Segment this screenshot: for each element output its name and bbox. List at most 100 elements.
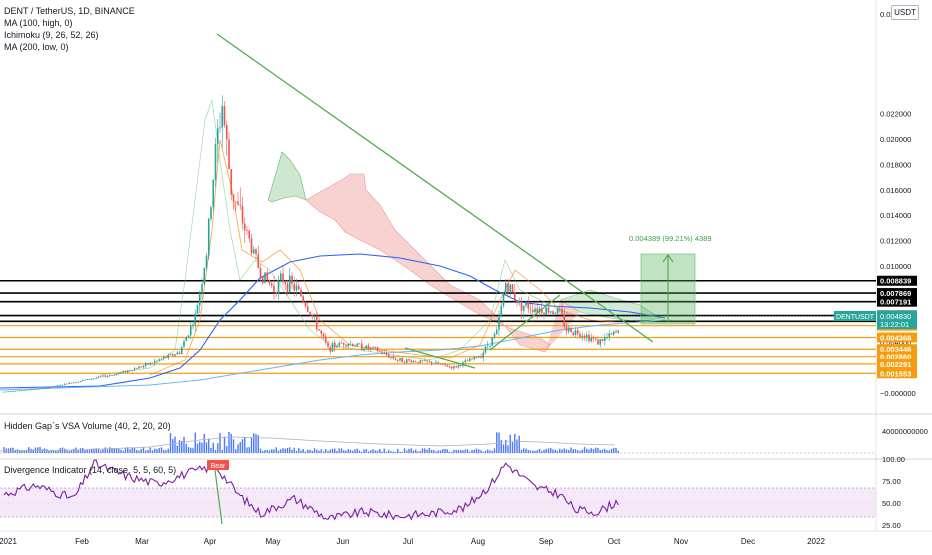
volume-bar <box>518 435 520 453</box>
volume-bar <box>66 449 68 453</box>
volume-bar <box>412 450 415 453</box>
candle-body <box>185 337 188 342</box>
volume-bar <box>181 440 183 453</box>
candle-body <box>428 361 431 363</box>
indicator-ma200[interactable]: MA (200, low, 0) <box>4 42 69 52</box>
support-trendline[interactable] <box>404 347 476 369</box>
price-tick-label: 0.016000 <box>880 186 911 195</box>
volume-bar <box>214 450 217 453</box>
indicator-ichimoku[interactable]: Ichimoku (9, 26, 52, 26) <box>4 30 99 40</box>
volume-bar <box>304 451 307 453</box>
candle-body <box>138 366 140 369</box>
volume-bar <box>142 447 145 453</box>
volume-bar <box>97 448 100 453</box>
volume-bar <box>336 451 338 453</box>
symbol-tag-text: DENTUSDT <box>836 314 875 321</box>
candle-body <box>392 356 395 359</box>
candle-body <box>570 327 572 333</box>
volume-bar <box>307 449 309 453</box>
rsi-panel-title[interactable]: Divergence Indicator (14, close, 5, 5, 6… <box>4 465 177 475</box>
candle-body <box>300 289 302 297</box>
ichimoku-conversion-line <box>149 139 616 376</box>
volume-bar <box>86 449 88 453</box>
indicator-ma100[interactable]: MA (100, high, 0) <box>4 18 73 28</box>
candle-body <box>615 331 617 333</box>
candle-body <box>36 388 39 390</box>
volume-bar <box>300 450 302 453</box>
level-tag-text: 0.007869 <box>880 289 911 298</box>
volume-bar <box>102 449 104 453</box>
volume-bar <box>316 449 318 453</box>
candle-body <box>239 204 242 206</box>
volume-bar <box>491 450 493 453</box>
candle-body <box>504 283 507 295</box>
candle-body <box>275 292 278 294</box>
candle-body <box>104 375 107 377</box>
volume-bar <box>212 442 214 453</box>
candle-body <box>219 127 221 129</box>
candle-body <box>133 368 136 371</box>
candle-body <box>426 360 428 362</box>
candle-body <box>423 360 426 362</box>
candle-body <box>356 343 359 347</box>
candle-body <box>261 276 264 284</box>
candle-body <box>444 363 446 366</box>
volume-bar <box>462 450 464 453</box>
volume-bar <box>28 447 30 453</box>
volume-bar <box>390 451 392 453</box>
candle-body <box>509 284 512 292</box>
candle-body <box>617 330 620 333</box>
candle-body <box>162 356 165 359</box>
volume-bar <box>178 440 181 453</box>
level-tag-bg <box>877 344 917 355</box>
volume-bar <box>237 444 239 453</box>
candle-body <box>288 275 291 292</box>
volume-panel-title[interactable]: Hidden Gap`s VSA Volume (40, 2, 20, 20) <box>4 421 171 431</box>
candle-body <box>81 379 84 381</box>
volume-bar <box>136 450 138 453</box>
volume-bar <box>93 448 95 453</box>
candle-body <box>250 238 253 254</box>
volume-bar <box>469 451 471 453</box>
candle-body <box>561 308 563 315</box>
candle-body <box>97 376 100 378</box>
candle-body <box>221 106 224 128</box>
volume-bar <box>500 439 502 453</box>
currency-button[interactable]: USDT <box>891 5 919 20</box>
candle-body <box>612 331 615 335</box>
volume-bar <box>246 447 248 453</box>
candle-body <box>309 311 311 315</box>
symbol-title[interactable]: DENT / TetherUS, 1D, BINANCE <box>4 6 135 16</box>
volume-bar <box>525 448 527 453</box>
time-tick-label: Nov <box>674 537 688 546</box>
uptrend-line[interactable] <box>489 294 561 351</box>
volume-bar <box>100 450 102 453</box>
candle-body <box>417 362 419 364</box>
volume-bar <box>223 436 226 453</box>
candle-body <box>214 144 217 180</box>
volume-bar <box>563 448 565 453</box>
volume-bar <box>201 442 203 453</box>
volume-bar <box>57 450 59 453</box>
time-axis[interactable]: 2021 Feb Mar Apr May Jun Jul Aug Sep Oct Nov Dec 202… <box>0 537 825 546</box>
candle-body <box>531 309 534 313</box>
volume-bar <box>95 448 97 453</box>
candle-body <box>16 390 19 392</box>
candle-body <box>72 382 75 384</box>
volume-bar <box>122 450 124 453</box>
candle-body <box>99 376 102 378</box>
candle-body <box>311 314 314 317</box>
volume-bar <box>302 449 304 453</box>
main-downtrend-line[interactable] <box>216 33 654 343</box>
volume-bar <box>466 449 469 453</box>
volume-bar <box>478 449 480 453</box>
candle-body <box>484 346 487 353</box>
volume-bar <box>318 450 320 453</box>
volume-bar <box>559 448 561 453</box>
volume-bar <box>424 448 426 453</box>
candle-body <box>156 360 158 362</box>
candle-body <box>54 386 57 387</box>
volume-bar <box>453 449 455 453</box>
horizontal-levels <box>0 279 876 374</box>
